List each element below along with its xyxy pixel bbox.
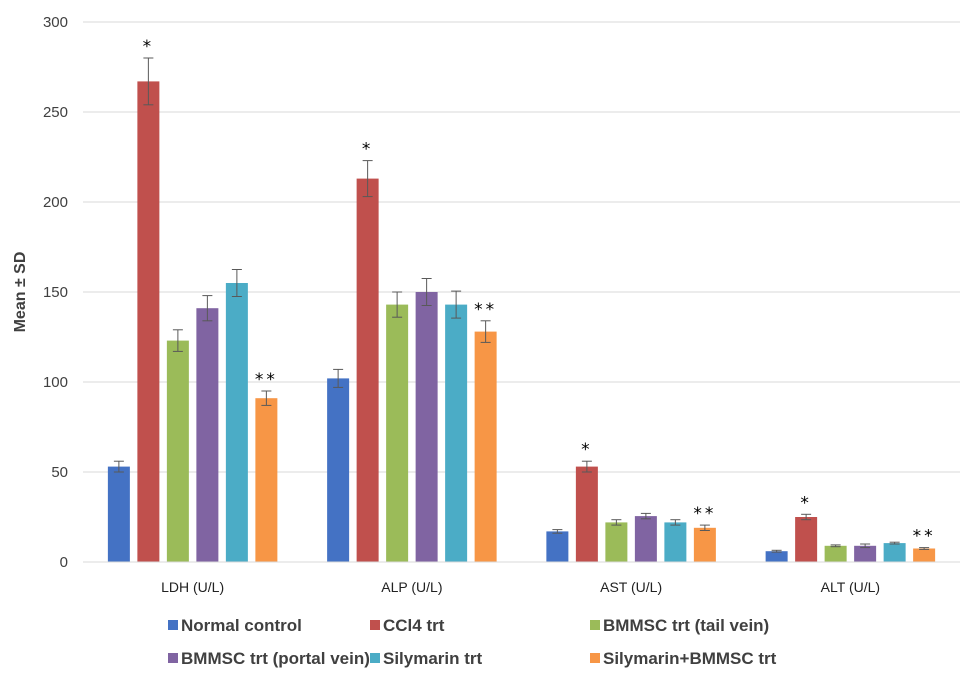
bar (196, 308, 219, 562)
x-axis-categories: LDH (U/L) ALP (U/L) AST (U/L) ALT (U/L) (161, 579, 880, 595)
bar (445, 304, 468, 562)
legend: Normal control CCl4 trt BMMSC trt (tail ve… (168, 616, 777, 668)
bar (883, 543, 906, 562)
legend-swatch (168, 653, 178, 663)
legend-swatch (168, 620, 178, 630)
y-axis-ticks: 0 50 100 150 200 250 300 (43, 14, 68, 571)
bar (575, 466, 598, 562)
bar (166, 340, 189, 562)
bar (255, 398, 278, 562)
legend-swatch (370, 620, 380, 630)
significance-mark: ** (913, 527, 936, 547)
bar (327, 378, 350, 562)
y-tick-label: 50 (51, 464, 68, 481)
legend-label: CCl4 trt (383, 616, 445, 635)
x-category-label: ALT (U/L) (821, 579, 880, 595)
significance-mark: ** (693, 504, 716, 524)
bar (824, 545, 847, 562)
bar (693, 527, 716, 562)
bar (137, 81, 160, 563)
bar (356, 178, 379, 562)
bar (415, 292, 438, 562)
bar (765, 551, 788, 562)
x-category-label: LDH (U/L) (161, 579, 224, 595)
bar (854, 545, 877, 562)
bar (474, 331, 497, 562)
y-tick-label: 100 (43, 374, 68, 391)
x-category-label: ALP (U/L) (381, 579, 442, 595)
legend-label: BMMSC trt (tail vein) (603, 616, 769, 635)
significance-annotations: ************ (143, 37, 936, 547)
bar (107, 466, 130, 562)
error-bars (113, 57, 930, 553)
y-tick-label: 250 (43, 104, 68, 121)
bar (795, 517, 818, 562)
bar (664, 522, 687, 562)
y-tick-label: 300 (43, 14, 68, 31)
legend-swatch (590, 653, 600, 663)
legend-swatch (370, 653, 380, 663)
significance-mark: ** (474, 300, 497, 320)
bar (634, 516, 657, 562)
significance-mark: * (362, 140, 374, 160)
x-category-label: AST (U/L) (600, 579, 662, 595)
legend-label: Silymarin+BMMSC trt (603, 649, 777, 668)
legend-label: Silymarin trt (383, 649, 483, 668)
bar (386, 304, 409, 562)
bar (225, 283, 248, 562)
bars (107, 81, 936, 563)
significance-mark: ** (255, 370, 278, 390)
significance-mark: * (800, 493, 812, 513)
y-tick-label: 150 (43, 284, 68, 301)
bar (913, 548, 936, 562)
y-axis-label: Mean ± SD (12, 252, 29, 333)
legend-swatch (590, 620, 600, 630)
bar (605, 522, 628, 562)
significance-mark: * (581, 440, 593, 460)
y-tick-label: 200 (43, 194, 68, 211)
legend-label: BMMSC trt (portal vein) (181, 649, 370, 668)
bar (546, 531, 569, 562)
legend-label: Normal control (181, 616, 302, 635)
significance-mark: * (143, 37, 155, 57)
y-tick-label: 0 (60, 554, 68, 571)
